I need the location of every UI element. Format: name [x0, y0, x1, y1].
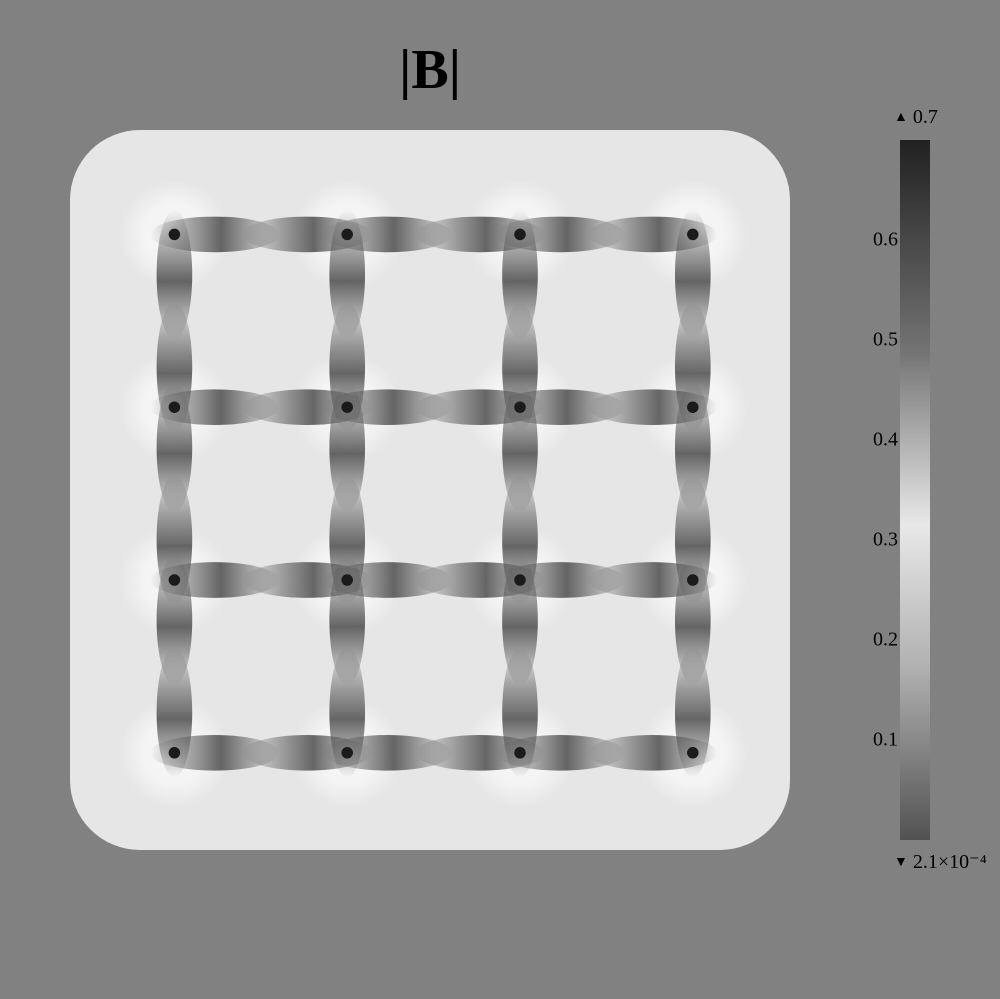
colorbar: ▲ 0.7 ▼ 2.1×10⁻⁴ 0.60.50.40.30.20.1 [900, 140, 930, 840]
figure-title: |B| [399, 38, 461, 102]
node-core [687, 574, 699, 586]
figure-canvas: |B| ▲ 0.7 ▼ 2.1×10⁻⁴ 0.60.50.40.30.20.1 [0, 0, 1000, 999]
node-core [687, 401, 699, 413]
colorbar-tick: 0.5 [873, 329, 900, 352]
colorbar-tick: 0.3 [873, 529, 900, 552]
colorbar-min-value: 2.1×10⁻⁴ [913, 851, 987, 873]
node-core [341, 574, 353, 586]
node-core [169, 574, 181, 586]
field-node [120, 648, 280, 808]
node-core [341, 229, 353, 241]
colorbar-tick: 0.2 [873, 629, 900, 652]
field-node [242, 648, 452, 808]
node-core [169, 747, 181, 759]
colorbar-max-value: 0.7 [913, 106, 938, 128]
node-core [341, 747, 353, 759]
heatmap-plot-area [70, 130, 790, 850]
colorbar-max-label: ▲ 0.7 [894, 106, 964, 129]
field-node [588, 648, 748, 808]
node-core [687, 229, 699, 241]
colorbar-gradient [900, 140, 930, 840]
node-core [514, 401, 526, 413]
field-node [588, 475, 748, 685]
field-node [588, 302, 748, 512]
field-node [120, 180, 280, 340]
colorbar-tick: 0.6 [873, 229, 900, 252]
colorbar-tick: 0.1 [873, 729, 900, 752]
node-core [514, 574, 526, 586]
node-core [169, 229, 181, 241]
node-core [514, 747, 526, 759]
colorbar-tick: 0.4 [873, 429, 900, 452]
node-core [169, 401, 181, 413]
triangle-down-icon: ▼ [894, 855, 908, 871]
triangle-up-icon: ▲ [894, 110, 908, 126]
colorbar-min-label: ▼ 2.1×10⁻⁴ [894, 849, 1000, 874]
field-node [415, 648, 625, 808]
node-core [514, 229, 526, 241]
field-node [588, 180, 748, 340]
node-core [341, 401, 353, 413]
heatmap-svg [70, 130, 790, 850]
node-core [687, 747, 699, 759]
